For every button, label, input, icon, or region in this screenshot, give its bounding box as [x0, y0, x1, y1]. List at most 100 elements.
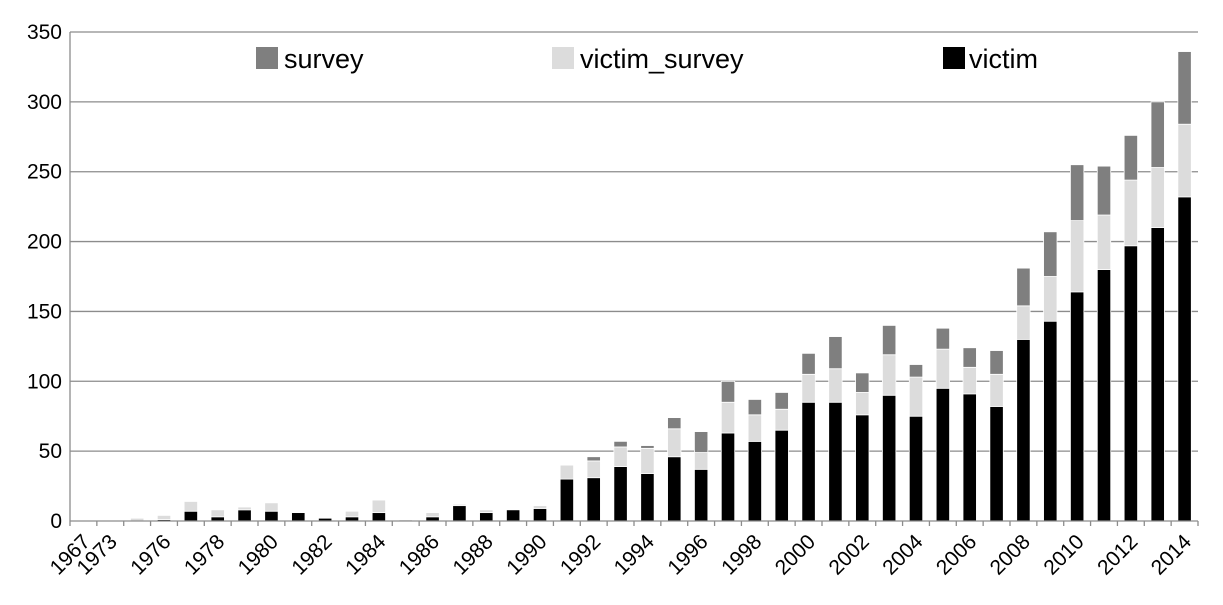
y-tick-label-350: 350 — [27, 21, 62, 44]
bar-victim-1981 — [291, 512, 306, 522]
bar-victim-2000 — [801, 401, 816, 522]
y-tick-label-100: 100 — [27, 370, 62, 393]
bar-survey-2013 — [1150, 101, 1165, 168]
bar-victim-2013 — [1150, 227, 1165, 522]
y-tick-label-300: 300 — [27, 91, 62, 114]
bar-survey-1992 — [586, 456, 601, 462]
bar-victim-2007 — [989, 406, 1004, 522]
bar-survey-2014 — [1177, 51, 1192, 125]
bar-victim-survey-2006 — [962, 366, 977, 395]
bar-victim-2011 — [1096, 269, 1112, 522]
bar-victim-1993 — [613, 466, 628, 522]
legend-label-victim: victim — [969, 44, 1038, 74]
bar-victim-survey-1980 — [264, 502, 279, 512]
x-tick-label-1992: 1992 — [556, 530, 605, 579]
bar-survey-2006 — [962, 347, 977, 368]
bar-victim-survey-1998 — [747, 414, 762, 442]
axes — [69, 32, 1199, 526]
bar-victim-2010 — [1070, 291, 1085, 522]
bar-victim-survey-2010 — [1070, 220, 1085, 293]
x-tick-label-1986: 1986 — [395, 530, 444, 579]
bar-victim-1995 — [667, 456, 682, 522]
bar-victim-survey-1983 — [344, 510, 360, 518]
bar-victim-1988 — [479, 512, 494, 522]
x-tick-label-2002: 2002 — [825, 530, 874, 579]
bar-survey-2001 — [828, 336, 843, 370]
legend: survey victim_survey victim — [256, 44, 1038, 74]
bar-victim-2005 — [935, 387, 950, 522]
bar-victim-survey-1990 — [532, 505, 548, 509]
bar-victim-2009 — [1043, 320, 1058, 522]
bar-survey-2010 — [1070, 164, 1085, 222]
bar-victim-survey-2000 — [801, 373, 816, 403]
bar-victim-1979 — [237, 509, 252, 522]
bar-survey-1996 — [694, 431, 709, 453]
bar-victim-survey-2014 — [1177, 123, 1192, 198]
bar-survey-1993 — [613, 440, 628, 448]
bar-victim-1989 — [506, 509, 521, 522]
bar-victim-survey-1988 — [479, 509, 494, 514]
bar-victim-survey-1976 — [156, 515, 172, 521]
legend-swatch-victim-survey — [552, 47, 574, 69]
bar-victim-survey-2008 — [1016, 305, 1031, 340]
bars — [130, 51, 1192, 522]
bar-victim-survey-2013 — [1150, 167, 1165, 229]
bar-victim-survey-2011 — [1096, 214, 1112, 270]
y-tick-label-200: 200 — [27, 231, 62, 254]
bar-victim-survey-1996 — [694, 452, 709, 470]
bar-victim-2001 — [828, 401, 843, 522]
x-tick-label-1982: 1982 — [287, 530, 336, 579]
legend-swatch-survey — [256, 47, 278, 69]
x-tick-label-1990: 1990 — [502, 530, 551, 579]
bar-victim-1997 — [720, 432, 736, 522]
bar-victim-1984 — [371, 512, 386, 522]
bar-victim-survey-2002 — [855, 392, 870, 416]
x-tick-label-2008: 2008 — [986, 530, 1035, 579]
bar-victim-2004 — [908, 415, 924, 522]
bar-victim-1994 — [640, 473, 655, 522]
y-tick-label-250: 250 — [27, 161, 62, 184]
bar-victim-2014 — [1177, 196, 1192, 522]
x-tick-label-1978: 1978 — [180, 530, 229, 579]
bar-survey-2011 — [1096, 165, 1112, 216]
bar-victim-survey-1993 — [613, 446, 628, 467]
bar-victim-1987 — [452, 505, 467, 522]
legend-swatch-victim — [943, 47, 965, 69]
y-tick-labels: 0 50 100 150 200 250 300 350 — [27, 21, 62, 533]
x-tick-label-1976: 1976 — [126, 530, 175, 579]
x-tick-label-1994: 1994 — [610, 530, 660, 580]
x-tick-label-2012: 2012 — [1093, 530, 1142, 579]
bar-victim-2002 — [855, 414, 870, 522]
y-tick-label-50: 50 — [39, 440, 62, 463]
bar-victim-1996 — [694, 468, 709, 522]
bar-survey-2003 — [882, 324, 897, 356]
bar-victim-1990 — [532, 508, 548, 522]
bar-victim-survey-2005 — [935, 348, 950, 389]
bar-survey-1994 — [640, 445, 655, 449]
bar-survey-2009 — [1043, 231, 1058, 277]
bar-victim-survey-2003 — [882, 354, 897, 396]
bar-victim-survey-2001 — [828, 368, 843, 403]
bar-victim-survey-1999 — [774, 408, 789, 431]
bar-victim-survey-1991 — [559, 464, 574, 480]
bar-victim-survey-1994 — [640, 447, 655, 474]
gridlines — [70, 31, 1198, 452]
bar-victim-survey-2012 — [1123, 179, 1138, 247]
bar-survey-1997 — [720, 380, 736, 403]
bar-victim-survey-1987 — [452, 503, 467, 507]
x-tick-label-2010: 2010 — [1039, 530, 1088, 579]
bar-victim-1998 — [747, 440, 762, 522]
bar-survey-2005 — [935, 327, 950, 350]
x-tick-label-1998: 1998 — [717, 530, 766, 579]
bar-victim-survey-1997 — [720, 401, 736, 434]
x-tick-label-1996: 1996 — [663, 530, 712, 579]
bar-victim-survey-1986 — [425, 512, 440, 518]
x-tick-label-2000: 2000 — [771, 530, 820, 579]
bar-survey-2002 — [855, 372, 870, 393]
bar-survey-1998 — [747, 399, 762, 416]
x-tick-label-2014: 2014 — [1147, 530, 1197, 580]
bar-victim-survey-1978 — [210, 509, 225, 518]
x-tick-label-1988: 1988 — [449, 530, 498, 579]
bar-victim-survey-2009 — [1043, 276, 1058, 322]
bar-survey-2004 — [908, 364, 924, 378]
